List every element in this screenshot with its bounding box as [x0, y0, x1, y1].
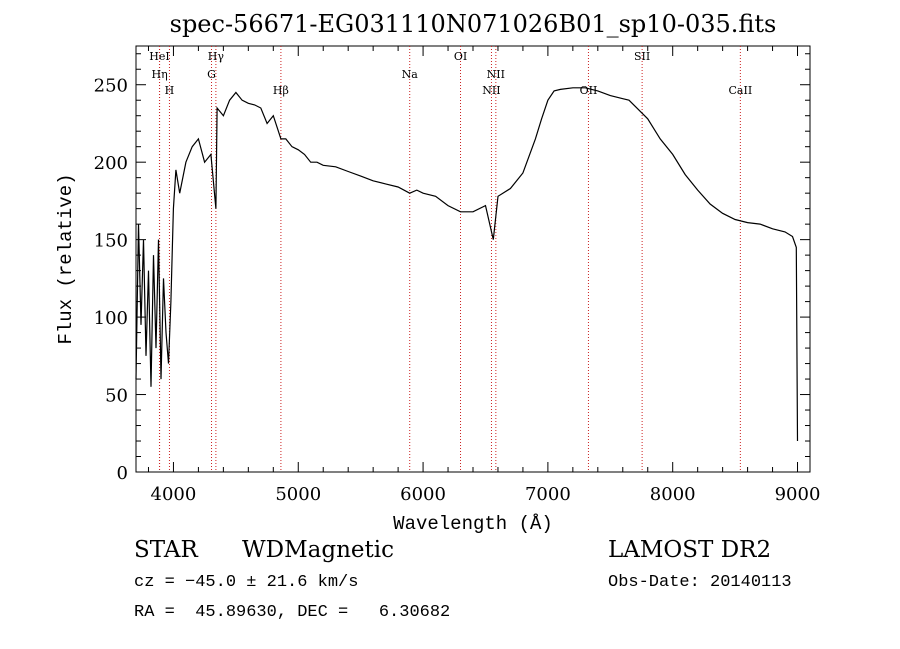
survey-name: LAMOST DR2 [608, 537, 772, 563]
spectral-line-label: SII [634, 50, 650, 63]
x-axis: 4000 5000 6000 7000 8000 9000 [147, 46, 821, 505]
y-tick-label: 100 [94, 308, 128, 329]
chart-title: spec-56671-EG031110N071026B01_sp10-035.f… [170, 10, 777, 38]
spectral-line-label: Hγ [208, 50, 225, 63]
y-tick-label: 0 [117, 463, 128, 484]
x-tick-label: 5000 [275, 484, 321, 505]
spectral-line-label: NII [487, 68, 505, 81]
redshift-velocity: cz = −45.0 ± 21.6 km/s [134, 573, 359, 592]
spectral-line-markers [158, 46, 741, 472]
x-tick-label: 7000 [525, 484, 571, 505]
spectral-line-label: CaII [729, 84, 753, 97]
y-tick-label: 200 [94, 153, 128, 174]
spectral-line-label: Hη [151, 68, 167, 81]
x-tick-label: 4000 [151, 484, 197, 505]
spectral-line-label: G [207, 68, 216, 81]
star-label: STAR [134, 537, 198, 563]
x-axis-label: Wavelength (Å) [393, 513, 553, 535]
y-axis-label: Flux (relative) [55, 173, 77, 344]
spectral-line-label: H [165, 84, 175, 97]
spectral-line-label: Na [402, 68, 419, 81]
x-tick-label: 6000 [400, 484, 446, 505]
spectral-line-label: HeI [149, 50, 169, 63]
spectral-line-label: NII [482, 84, 500, 97]
y-tick-label: 250 [94, 76, 128, 97]
y-tick-label: 50 [105, 386, 128, 407]
x-tick-label: 9000 [775, 484, 821, 505]
star-class: WDMagnetic [242, 537, 394, 563]
sky-coordinates: RA = 45.89630, DEC = 6.30682 [134, 603, 451, 622]
spectral-line-label: Hβ [273, 84, 289, 97]
observation-date: Obs-Date: 20140113 [608, 573, 792, 592]
y-tick-label: 150 [94, 231, 128, 252]
x-tick-label: 8000 [650, 484, 696, 505]
y-axis: 0 50 100 150 200 250 [94, 53, 810, 484]
plot-frame [135, 45, 811, 473]
spectrum-line [135, 87, 799, 442]
spectral-line-label: OI [454, 50, 467, 63]
